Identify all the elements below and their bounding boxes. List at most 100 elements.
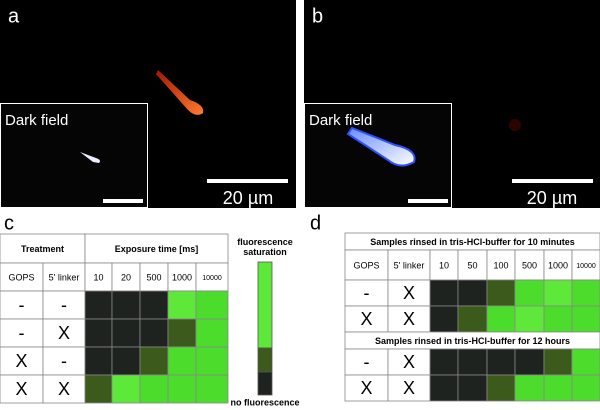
level-cell <box>486 374 516 402</box>
legend-swatch <box>257 347 273 373</box>
table-cell <box>195 262 229 292</box>
level-cell <box>167 374 197 404</box>
scale-bar <box>408 199 448 203</box>
level-cell <box>429 305 459 333</box>
level-cell <box>139 374 169 404</box>
level-cell <box>429 279 459 307</box>
table-cell <box>0 374 44 404</box>
inset <box>304 103 452 208</box>
level-cell <box>571 374 600 402</box>
legend-top: fluorescence saturation <box>237 237 293 257</box>
table-cell <box>387 374 431 402</box>
panel-label: c <box>4 212 14 234</box>
inset-label: Dark field <box>309 112 372 129</box>
table-cell <box>42 290 86 320</box>
cell-text: X <box>15 351 27 371</box>
table-cell <box>0 318 44 348</box>
table-cell <box>42 346 86 376</box>
table-cell <box>571 249 600 281</box>
level-cell <box>457 279 488 307</box>
cell-text: - <box>364 352 370 372</box>
level-cell <box>195 318 229 348</box>
cell-text: X <box>403 309 415 329</box>
cell-text: GOPS <box>353 260 379 270</box>
level-cell <box>486 279 516 307</box>
table-cell <box>42 318 86 348</box>
level-cell <box>571 305 600 333</box>
level-cell <box>514 305 545 333</box>
level-cell <box>571 279 600 307</box>
scale-label: 20 µm <box>527 188 577 208</box>
table-cell <box>167 262 197 292</box>
cell-text: 5' linker <box>49 272 80 282</box>
cell-text: 1000 <box>548 260 568 270</box>
cell-text: 10000 <box>202 275 222 282</box>
cell-text: - <box>364 283 370 303</box>
level-cell <box>167 346 197 376</box>
dark-field-signal <box>346 126 416 167</box>
level-cell <box>486 348 516 376</box>
level-cell <box>543 348 573 376</box>
table-cell <box>111 262 141 292</box>
panel-label: d <box>310 212 321 234</box>
cell-text: - <box>61 351 67 371</box>
level-cell <box>84 290 113 320</box>
cell-text: 1000 <box>172 272 192 282</box>
level-cell <box>429 374 459 402</box>
panel-label: a <box>8 5 20 27</box>
inset-label: Dark field <box>5 112 68 129</box>
level-cell <box>139 290 169 320</box>
level-cell <box>84 374 113 404</box>
level-cell <box>543 279 573 307</box>
table-cell <box>387 249 431 281</box>
image-b <box>304 0 600 208</box>
table-cell <box>387 305 431 333</box>
table-cell <box>84 233 229 264</box>
table-cell <box>429 249 459 281</box>
level-cell <box>514 279 545 307</box>
cell-text: 500 <box>146 272 161 282</box>
level-cell <box>543 305 573 333</box>
level-cell <box>111 346 141 376</box>
level-cell <box>139 346 169 376</box>
table-cell <box>387 348 431 376</box>
fluorescence-signal <box>509 119 521 131</box>
cell-text: X <box>403 352 415 372</box>
table-cell <box>344 305 389 333</box>
level-cell <box>514 348 545 376</box>
cell-text: 20 <box>121 272 131 282</box>
table-cell <box>514 249 545 281</box>
cell-text: X <box>360 309 372 329</box>
scale-bar <box>207 179 288 183</box>
level-cell <box>84 346 113 376</box>
cell-text: Samples rinsed in tris-HCl-buffer for 12… <box>375 336 570 346</box>
level-cell <box>195 374 229 404</box>
level-cell <box>167 290 197 320</box>
level-cell <box>457 305 488 333</box>
level-cell <box>543 374 573 402</box>
cell-text: 10 <box>439 260 449 270</box>
level-cell <box>111 374 141 404</box>
table-cell <box>42 374 86 404</box>
cell-text: X <box>15 379 27 399</box>
scale-bar <box>103 199 143 203</box>
image-a <box>0 0 296 208</box>
cell-text: GOPS <box>8 272 34 282</box>
table-cell <box>42 262 86 292</box>
cell-text: X <box>58 379 70 399</box>
panel-label: b <box>312 5 323 27</box>
cell-text: - <box>19 295 25 315</box>
level-cell <box>195 346 229 376</box>
level-cell <box>486 305 516 333</box>
cell-text: 10000 <box>576 263 596 270</box>
cell-text: - <box>19 323 25 343</box>
cell-text: X <box>403 283 415 303</box>
level-cell <box>167 318 197 348</box>
cell-text: Samples rinsed in tris-HCl-buffer for 10… <box>370 237 575 247</box>
scale-bar <box>512 179 593 183</box>
fluorescence-signal <box>156 70 204 115</box>
cell-text: 5' linker <box>394 260 425 270</box>
inset <box>0 103 148 208</box>
level-cell <box>139 318 169 348</box>
